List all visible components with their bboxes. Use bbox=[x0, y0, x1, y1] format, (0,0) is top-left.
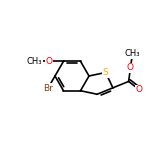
Text: S: S bbox=[103, 68, 109, 77]
Text: Br: Br bbox=[43, 84, 53, 93]
Text: O: O bbox=[136, 85, 143, 94]
Text: O: O bbox=[46, 57, 53, 66]
Text: CH₃: CH₃ bbox=[27, 57, 42, 66]
Text: O: O bbox=[127, 63, 134, 73]
Text: CH₃: CH₃ bbox=[125, 49, 140, 58]
